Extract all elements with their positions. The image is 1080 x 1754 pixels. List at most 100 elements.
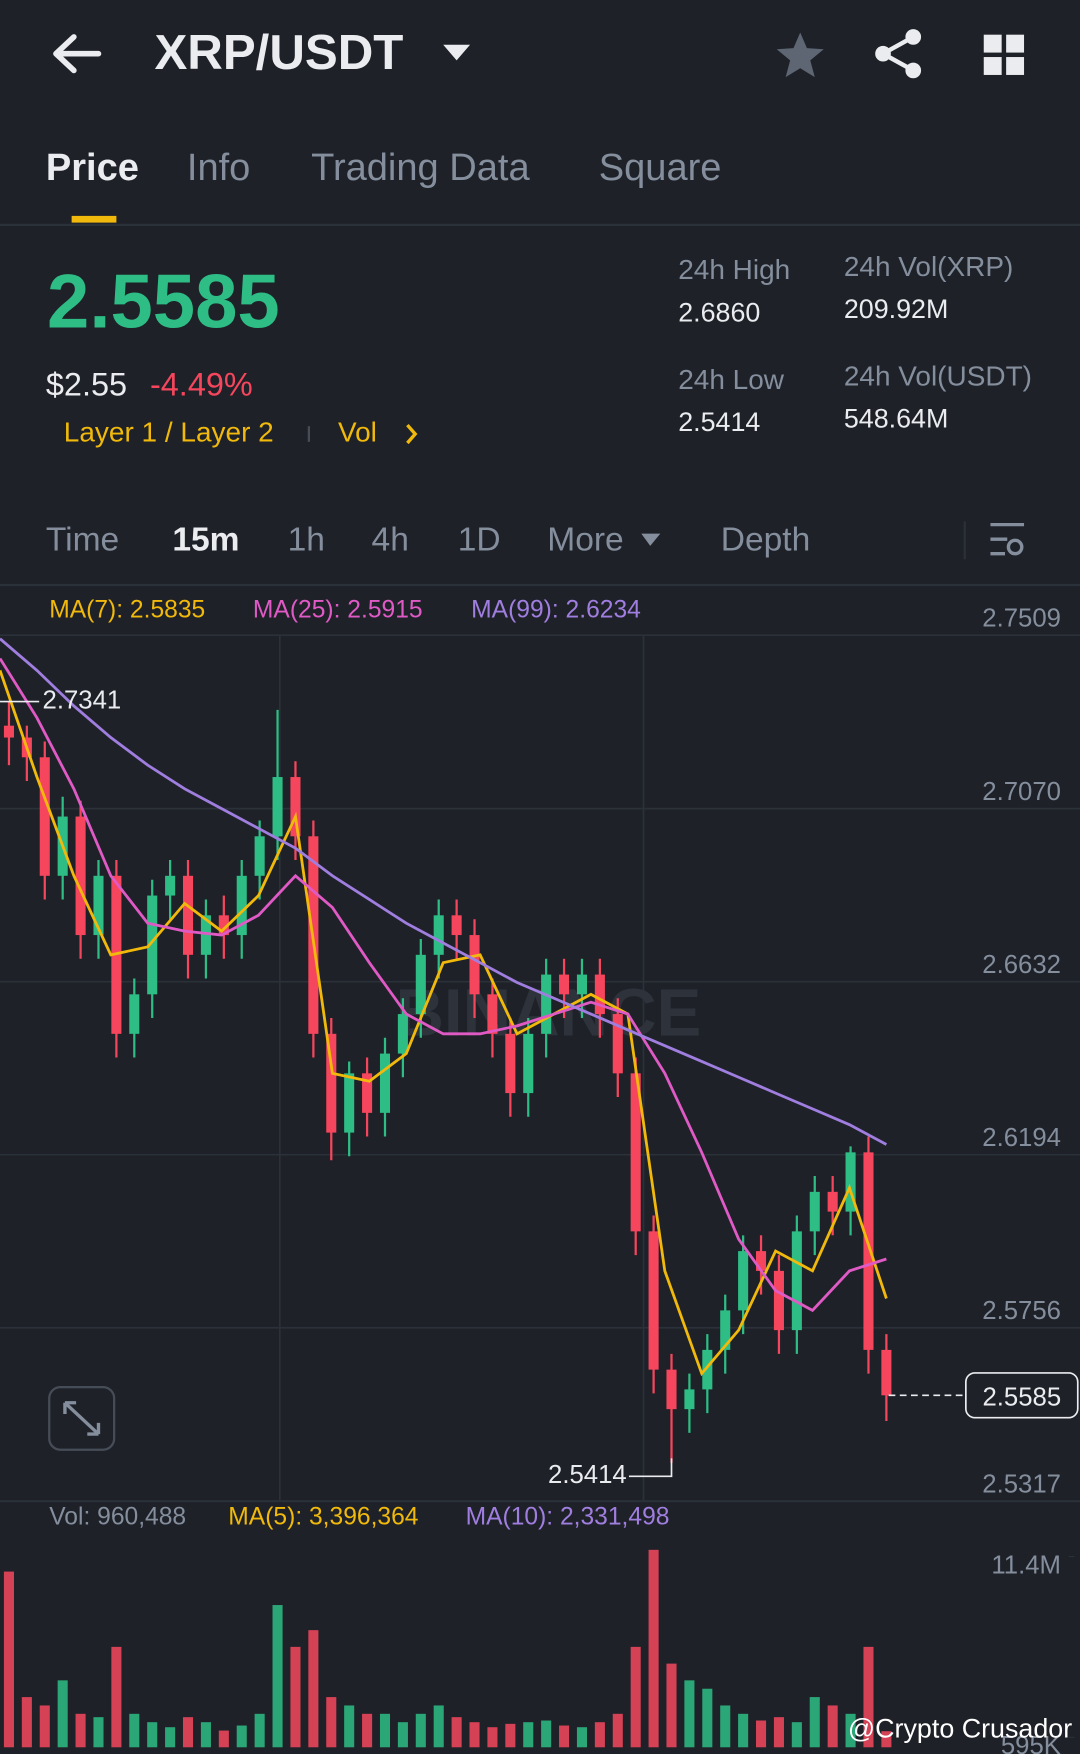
volume-bar	[111, 1646, 122, 1748]
ma-line	[0, 669, 888, 1377]
grid-menu-icon[interactable]	[983, 34, 1025, 75]
candle-body	[3, 725, 14, 738]
volume-bar	[523, 1722, 534, 1748]
candle-body	[809, 1191, 820, 1232]
legend-entry: MA(7): 2.5835	[49, 596, 205, 623]
favorite-icon[interactable]	[776, 32, 824, 78]
candle-body	[433, 915, 444, 955]
legend-entry: MA(99): 2.6234	[471, 596, 641, 623]
candle-body	[451, 915, 462, 936]
candle-body	[397, 1014, 408, 1054]
volume-bar	[738, 1713, 749, 1748]
ma-line	[0, 637, 888, 1146]
candle-body	[541, 974, 552, 1034]
candle-body	[290, 777, 301, 837]
interval-tab[interactable]: 15m	[172, 521, 239, 558]
back-button[interactable]	[53, 34, 102, 74]
volume-tick-label: 11.4M	[991, 1551, 1061, 1579]
tab[interactable]: Price	[46, 147, 139, 189]
candle-body	[523, 1033, 534, 1094]
volume-bar	[505, 1723, 516, 1748]
tag-chevron[interactable]	[406, 423, 418, 445]
candle-body	[182, 875, 194, 955]
interval-tab[interactable]: 1D	[458, 521, 501, 558]
y-tick-label: 2.7070	[982, 778, 1061, 806]
interval-tab[interactable]: 4h	[372, 521, 409, 558]
volume-bar	[594, 1722, 605, 1748]
candle-body	[559, 974, 570, 995]
stat-label: 24h Low	[678, 364, 785, 395]
candle-body	[863, 1152, 874, 1350]
volume-bar	[129, 1713, 140, 1748]
candle-body	[272, 777, 283, 837]
volume-bar	[326, 1697, 337, 1748]
candle-body	[684, 1389, 695, 1410]
volume-bar	[415, 1713, 426, 1748]
stat-label: 24h Vol(XRP)	[844, 251, 1013, 282]
volume-bar	[147, 1722, 158, 1748]
candle-body	[326, 1033, 337, 1133]
candle-body	[236, 875, 247, 936]
interval-tab[interactable]: 1h	[288, 521, 325, 558]
tab[interactable]: Square	[599, 147, 722, 189]
candle-body	[881, 1349, 892, 1396]
volume-bar	[200, 1722, 211, 1748]
volume-bar	[773, 1717, 784, 1748]
tab[interactable]: Info	[187, 147, 250, 189]
tag[interactable]: Vol	[338, 416, 377, 447]
y-tick-label: 2.6632	[982, 951, 1061, 979]
candle-body	[200, 915, 211, 955]
candle-body	[39, 757, 50, 876]
candle-body	[576, 974, 588, 995]
volume-bar	[881, 1731, 892, 1748]
low-marker-line	[628, 1458, 673, 1478]
volume-bar	[469, 1722, 480, 1748]
volume-bar	[612, 1713, 623, 1748]
candle-body	[720, 1310, 731, 1350]
candle-body	[129, 994, 140, 1034]
volume-bar	[559, 1725, 570, 1748]
more-dropdown[interactable]	[641, 533, 661, 546]
volume-bar	[272, 1605, 283, 1748]
candle-body	[75, 816, 86, 936]
price-change: -4.49%	[150, 367, 253, 403]
expand-button[interactable]	[48, 1385, 116, 1451]
interval-tab[interactable]: Depth	[721, 521, 811, 558]
candle-body	[666, 1369, 677, 1410]
chart-settings-icon[interactable]	[990, 522, 1025, 556]
candle-body	[738, 1251, 749, 1311]
volume-bar	[379, 1713, 391, 1748]
high-marker-label: 2.7341	[43, 686, 122, 714]
last-price-box	[965, 1372, 1079, 1419]
volume-bar	[845, 1713, 856, 1748]
tab[interactable]: Trading Data	[311, 147, 530, 189]
volume-bar	[254, 1713, 265, 1748]
candle-body	[362, 1073, 373, 1113]
volume-bar	[93, 1717, 104, 1748]
candle-body	[147, 895, 158, 995]
share-icon[interactable]	[875, 29, 922, 79]
candle-body	[218, 915, 229, 936]
volume-bar	[308, 1630, 319, 1748]
stat-value: 2.5414	[678, 407, 760, 437]
stat-label: 24h High	[678, 254, 790, 285]
volume-legend: Vol: 960,488	[49, 1503, 186, 1530]
pair-dropdown[interactable]	[443, 44, 471, 61]
volume-tick-label: 595K	[1001, 1732, 1061, 1754]
usd-price: $2.55	[46, 367, 127, 403]
interval-tab[interactable]: Time	[46, 521, 119, 558]
pair-title[interactable]: XRP/USDT	[154, 25, 403, 80]
volume-bar	[684, 1680, 695, 1748]
volume-bar	[827, 1705, 838, 1748]
stat-value: 548.64M	[844, 404, 948, 434]
volume-bar	[863, 1646, 874, 1748]
interval-tab[interactable]: More	[547, 521, 623, 558]
tag[interactable]: Layer 1 / Layer 2	[64, 416, 274, 447]
volume-bar	[541, 1720, 552, 1748]
candle-body	[756, 1251, 767, 1271]
last-price: 2.5585	[47, 260, 280, 345]
volume-bar	[39, 1705, 50, 1748]
